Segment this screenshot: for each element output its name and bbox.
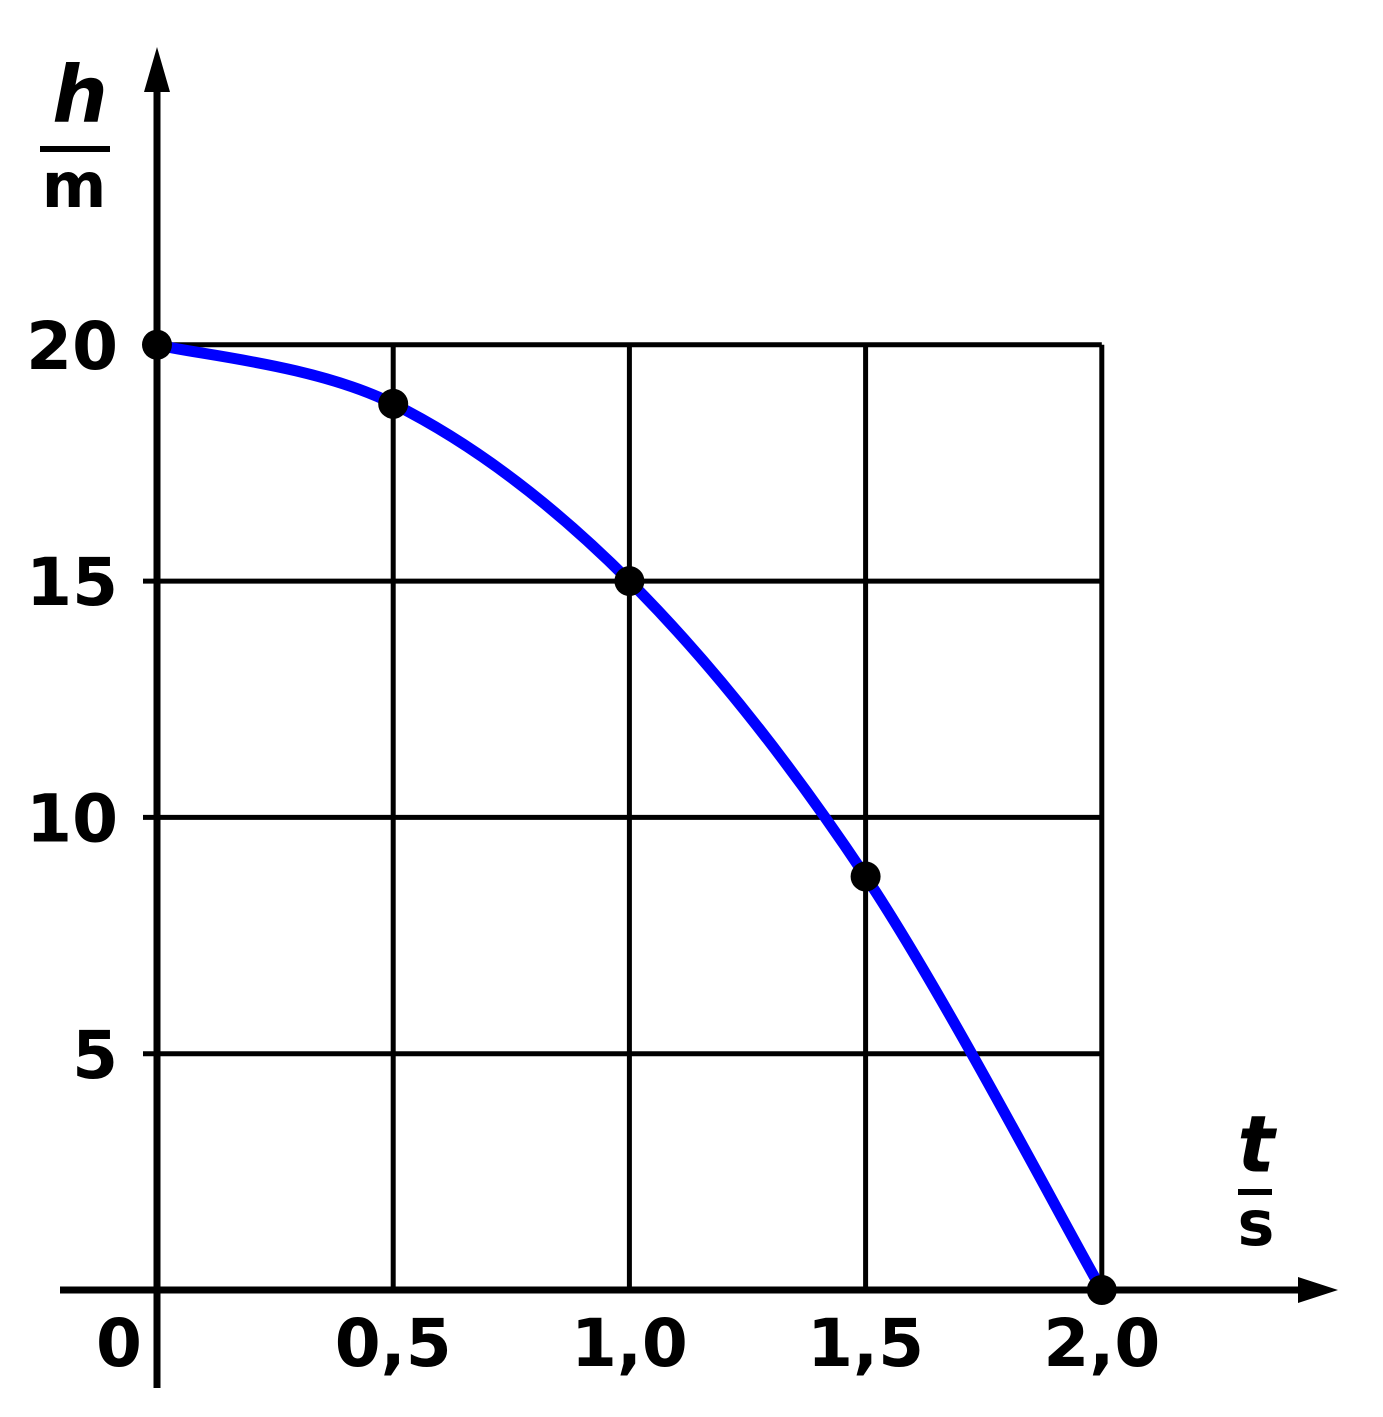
x-tick-label: 0,5: [335, 1305, 452, 1382]
y-tick-label: 10: [26, 780, 118, 857]
y-tick-label: 20: [26, 308, 118, 385]
x-tick-label: 1,5: [807, 1305, 924, 1382]
data-point: [614, 566, 645, 597]
x-label-unit: s: [1238, 1187, 1275, 1260]
x-tick-label: 0: [96, 1305, 142, 1382]
y-tick-label: 15: [26, 544, 118, 621]
y-axis-arrow: [144, 47, 170, 92]
data-point: [378, 388, 409, 419]
y-label-unit: m: [42, 149, 107, 222]
y-label-quantity: h: [52, 50, 108, 140]
curve: [155, 339, 1107, 1293]
data-point: [142, 329, 172, 360]
data-point: [1086, 1275, 1117, 1305]
x-axis-arrow: [1298, 1277, 1338, 1303]
x-tick-label: 2,0: [1043, 1305, 1160, 1382]
y-tick-label: 5: [72, 1017, 118, 1094]
x-tick-label: 1,0: [571, 1305, 688, 1382]
x-label-quantity: t: [1237, 1100, 1277, 1190]
data-point: [850, 861, 881, 892]
